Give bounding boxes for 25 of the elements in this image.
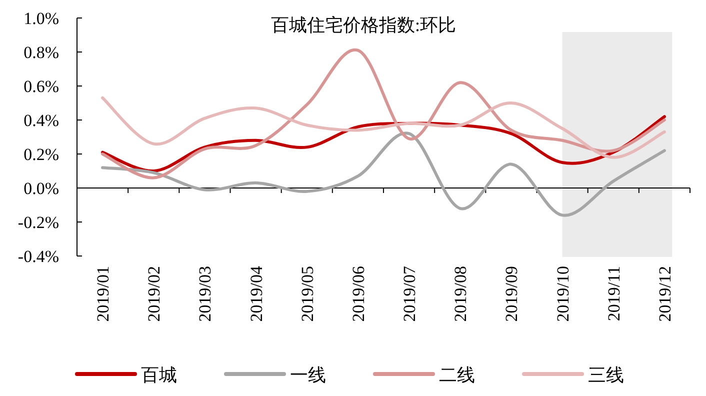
x-tick-label: 2019/07 [400, 266, 420, 322]
x-tick-label: 2019/05 [298, 266, 317, 322]
x-tick-label: 2019/03 [196, 266, 215, 322]
x-tick-label: 2019/02 [144, 266, 164, 322]
x-tick-label: 2019/12 [655, 266, 674, 322]
legend-label: 百城 [141, 365, 177, 385]
x-tick-label: 2019/06 [348, 266, 368, 322]
y-tick-label: 0.6% [24, 77, 59, 96]
x-tick-label: 2019/01 [94, 266, 113, 322]
y-tick-label: 0.2% [24, 145, 59, 164]
legend-label: 一线 [290, 365, 326, 385]
y-tick-label: 0.4% [24, 111, 59, 130]
x-tick-label: 2019/08 [451, 266, 470, 322]
y-tick-label: 0.0% [24, 179, 59, 198]
x-tick-label: 2019/11 [604, 266, 624, 322]
x-tick-label: 2019/09 [502, 266, 522, 322]
y-tick-label: -0.2% [18, 213, 59, 232]
legend-label: 三线 [588, 365, 624, 385]
y-tick-label: 1.0% [24, 9, 59, 28]
legend-label: 二线 [439, 365, 475, 385]
y-tick-label: 0.8% [24, 43, 59, 62]
x-tick-label: 2019/04 [246, 266, 266, 322]
y-tick-label: -0.4% [18, 247, 59, 266]
chart-title: 百城住宅价格指数:环比 [270, 15, 456, 35]
x-tick-label: 2019/10 [553, 266, 572, 322]
